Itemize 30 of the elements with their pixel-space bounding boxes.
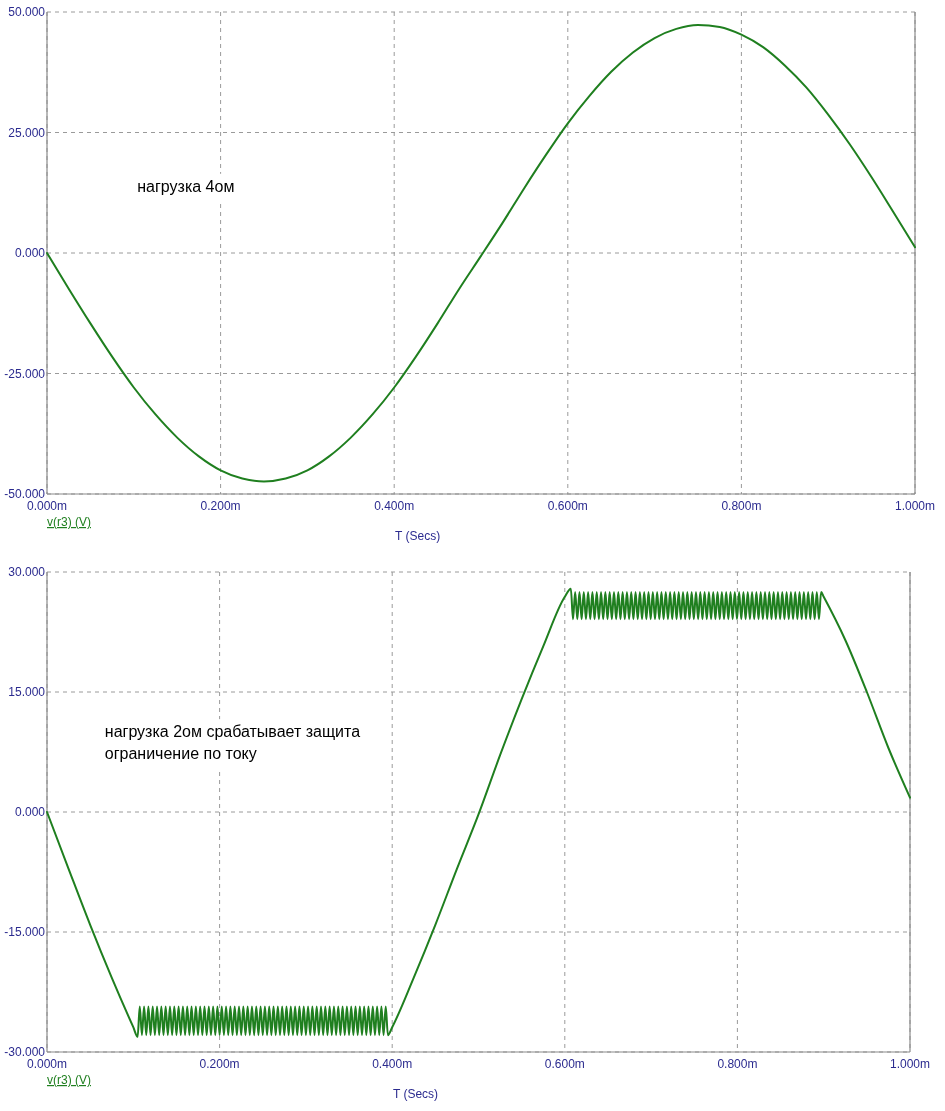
text: v(r3) (V) (47, 1073, 91, 1087)
x-tick-label: 0.400m (372, 1057, 413, 1071)
line-series (46, 587, 911, 1038)
y-tick-label: 50.000 (8, 5, 46, 20)
x-tick-label: 0.200m (200, 499, 241, 513)
x-tick-label: 0.800m (717, 1057, 758, 1071)
x-tick-label: 0.600m (544, 1057, 585, 1071)
x-tick-label: 1.000m (894, 499, 936, 513)
x-tick-label: 0.600m (547, 499, 588, 513)
x-axis-title: T (Secs) (395, 529, 441, 543)
x-tick-label: 0.800m (721, 499, 762, 513)
y-tick-label: 15.000 (8, 685, 46, 700)
y-tick-label: -30.000 (4, 1045, 46, 1060)
x-tick-label: 0.400m (374, 499, 415, 513)
y-tick-label: 0.000 (14, 805, 46, 820)
x-tick-label: 1.000m (889, 1057, 931, 1071)
text: v(r3) (V) (47, 515, 91, 529)
x-axis-title: T (Secs) (392, 1087, 439, 1101)
x-tick-label: 0.200m (199, 1057, 240, 1071)
line-series (46, 24, 916, 483)
y-tick-label: 0.000 (14, 246, 46, 261)
x-tick-label: 0.000m (26, 499, 68, 513)
y-tick-label: -50.000 (4, 487, 46, 502)
annotation: нагрузка 4ом (137, 177, 235, 195)
y-tick-label: 30.000 (8, 565, 46, 580)
y-tick-label: -15.000 (4, 925, 46, 940)
y-tick-label: 25.000 (8, 125, 46, 140)
y-tick-label: -25.000 (4, 366, 46, 381)
annotation: нагрузка 2ом срабатывает защита ограничение по току (104, 723, 361, 763)
x-tick-label: 0.000m (26, 1057, 68, 1071)
